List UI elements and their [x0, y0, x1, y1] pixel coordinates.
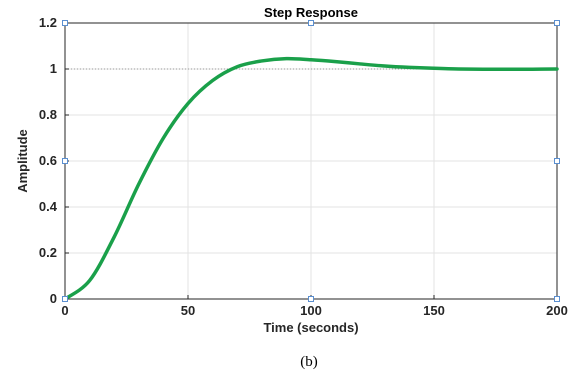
selection-handle[interactable]: [554, 20, 560, 26]
selection-handle[interactable]: [554, 296, 560, 302]
x-tick-label: 150: [423, 303, 445, 318]
x-tick-label: 0: [61, 303, 68, 318]
y-tick-label: 0.6: [39, 153, 57, 168]
selection-handles[interactable]: [62, 20, 560, 302]
y-tick-label: 0.8: [39, 107, 57, 122]
y-tick-label: 1: [50, 61, 57, 76]
grid-layer: [65, 23, 557, 299]
y-tick-label: 0: [50, 291, 57, 306]
x-tick-label: 200: [546, 303, 568, 318]
selection-handle[interactable]: [554, 158, 560, 164]
step-response-line: [63, 56, 559, 301]
selection-handle[interactable]: [308, 20, 314, 26]
series-layer: [63, 56, 559, 301]
selection-handle[interactable]: [62, 296, 68, 302]
chart-title: Step Response: [264, 5, 358, 20]
x-tick-label: 50: [181, 303, 195, 318]
y-tick-label: 0.4: [39, 199, 58, 214]
selection-handle[interactable]: [62, 20, 68, 26]
y-axis-label: Amplitude: [15, 129, 30, 193]
selection-handle[interactable]: [62, 158, 68, 164]
y-tick-label: 1.2: [39, 15, 57, 30]
figure-caption: (b): [300, 354, 318, 370]
y-tick-label: 0.2: [39, 245, 57, 260]
x-axis-label: Time (seconds): [263, 320, 358, 335]
ticks-layer: 0 50 100 150 200 0 0.2 0.4 0.6 0.8 1 1.2: [39, 15, 568, 318]
x-tick-label: 100: [300, 303, 322, 318]
selection-handle[interactable]: [308, 296, 314, 302]
